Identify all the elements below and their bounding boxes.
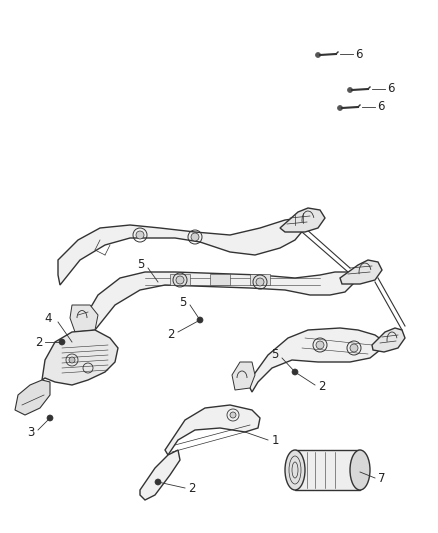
Polygon shape [170,274,190,285]
Circle shape [338,106,343,110]
Circle shape [315,52,321,58]
Text: 1: 1 [272,433,279,447]
Polygon shape [58,218,305,285]
Ellipse shape [350,450,370,490]
Polygon shape [140,450,180,500]
Circle shape [256,278,264,286]
Text: 5: 5 [271,349,278,361]
Text: 3: 3 [28,425,35,439]
Polygon shape [165,405,260,455]
Circle shape [292,369,298,375]
Polygon shape [42,330,118,385]
Polygon shape [210,274,230,285]
Circle shape [197,317,203,323]
Circle shape [136,231,144,239]
Text: 4: 4 [45,311,52,325]
Circle shape [230,412,236,418]
Text: 2: 2 [318,381,325,393]
Circle shape [347,87,353,93]
Text: 6: 6 [377,101,385,114]
Text: 2: 2 [188,481,195,495]
Polygon shape [295,450,360,490]
Circle shape [59,339,65,345]
Polygon shape [250,274,270,285]
Polygon shape [340,260,382,284]
Text: 5: 5 [180,295,187,309]
Text: 6: 6 [387,83,395,95]
Polygon shape [15,380,50,415]
Text: 7: 7 [378,472,385,484]
Text: 2: 2 [35,335,43,349]
Circle shape [155,479,161,485]
Circle shape [47,415,53,421]
Text: 2: 2 [167,328,175,342]
Polygon shape [88,272,355,330]
Polygon shape [232,362,255,390]
Ellipse shape [285,450,305,490]
Text: 6: 6 [355,47,363,61]
Circle shape [191,233,199,241]
Circle shape [350,344,358,352]
Circle shape [316,341,324,349]
Polygon shape [280,208,325,232]
Circle shape [69,357,75,363]
Polygon shape [70,305,98,332]
Polygon shape [372,328,405,352]
Polygon shape [250,328,382,392]
Circle shape [176,276,184,284]
Text: 5: 5 [138,259,145,271]
